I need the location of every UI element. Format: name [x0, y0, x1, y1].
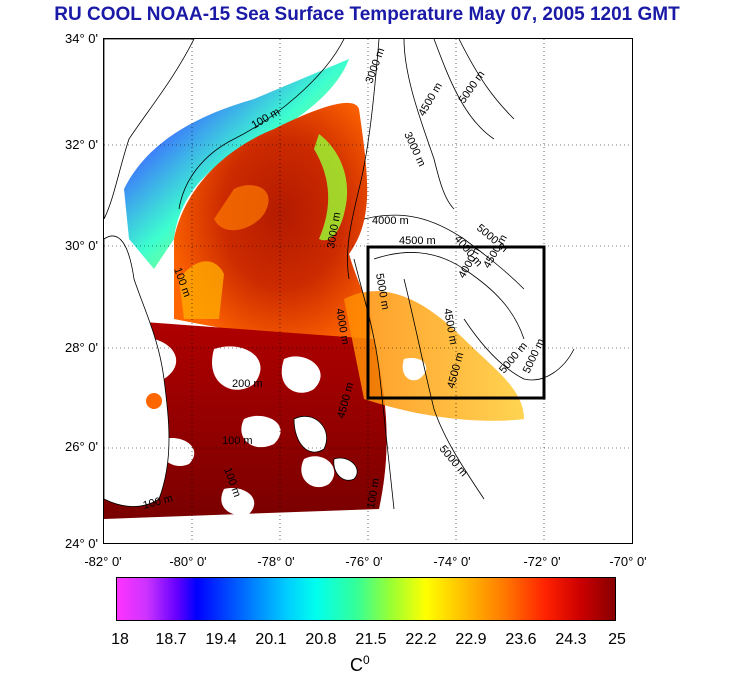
map-title: RU COOL NOAA-15 Sea Surface Temperature … [54, 4, 680, 25]
lon-label-78: -78° 0' [257, 554, 295, 569]
colorbar-tick-label: 22.9 [455, 631, 487, 648]
warm-filament [214, 185, 269, 231]
sst-map-canvas: 3000 m 4500 m 5000 m 100 m 3000 m 4000 m… [104, 39, 632, 543]
bathymetry-contours [178, 39, 575, 510]
eastern-warm-region [344, 291, 524, 421]
lon-label-70: -70° 0' [609, 554, 647, 569]
colorbar-tick-label: 22.2 [405, 631, 437, 648]
shelf-water-region [124, 59, 349, 269]
coastal-warm-strip [179, 261, 224, 319]
no-data-east [364, 136, 534, 299]
contour-label: 4500 m [416, 81, 445, 119]
unit-sup: 0 [363, 653, 370, 667]
temperature-colorbar [116, 577, 616, 621]
warm-patch-florida [146, 393, 162, 409]
sst-map: 3000 m 4500 m 5000 m 100 m 3000 m 4000 m… [103, 38, 633, 544]
lon-label-76: -76° 0' [345, 554, 383, 569]
contour-label: 3000 m [364, 46, 388, 85]
lat-label-30: 30° 0' [65, 238, 98, 253]
colorbar-tick-label: 23.6 [505, 631, 537, 648]
colorbar-tick-label: 20.8 [305, 631, 337, 648]
unit-base: C [350, 655, 363, 675]
lon-label-72: -72° 0' [523, 554, 561, 569]
bahamas-islands [293, 416, 327, 453]
lat-label-34: 34° 0' [65, 31, 98, 46]
colorbar-tick-label: 18 [111, 631, 129, 648]
lat-label-28: 28° 0' [65, 340, 98, 355]
colorbar-tick-label: 24.3 [555, 631, 587, 648]
colorbar-tick-label: 20.1 [255, 631, 287, 648]
contour-label: 5000 m [457, 69, 488, 106]
contour-label: 4000 m [372, 215, 409, 227]
contour-label: 4500 m [399, 235, 436, 247]
contour-label: 100 m [222, 435, 253, 447]
lon-label-82: -82° 0' [84, 554, 122, 569]
lon-label-80: -80° 0' [169, 554, 207, 569]
contour-label: 5000 m [437, 443, 470, 479]
georgia-coast [104, 39, 195, 220]
contour-label: 100 m [365, 477, 382, 509]
lat-label-24: 24° 0' [65, 536, 98, 551]
cool-filament [314, 134, 348, 241]
colorbar-tick-label: 21.5 [355, 631, 387, 648]
lat-label-32: 32° 0' [65, 137, 98, 152]
colorbar-tick-label: 25 [608, 631, 626, 648]
colorbar-unit: C0 [350, 653, 370, 676]
lon-label-74: -74° 0' [433, 554, 471, 569]
colorbar-tick-label: 19.4 [205, 631, 237, 648]
contour-label: 200 m [232, 378, 263, 390]
florida-land [104, 235, 170, 507]
colorbar-tick-label: 18.7 [155, 631, 187, 648]
study-area-box [366, 245, 546, 400]
lat-label-26: 26° 0' [65, 439, 98, 454]
